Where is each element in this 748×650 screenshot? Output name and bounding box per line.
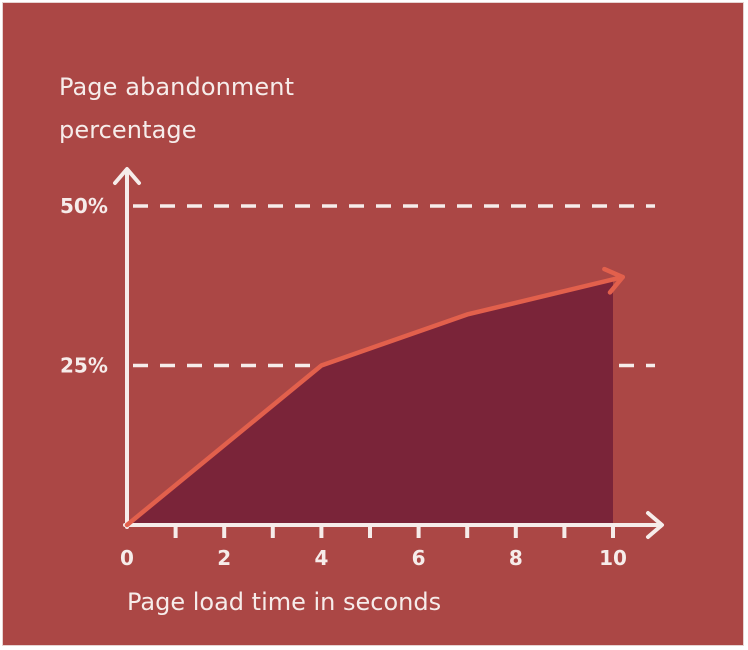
axis-layer <box>113 167 664 539</box>
tick-layer: 0 2 4 6 8 10 25% 50% <box>60 194 627 570</box>
x-tick-label-4: 4 <box>314 546 328 570</box>
series-arrowhead <box>602 266 625 295</box>
chart-svg: 0 2 4 6 8 10 25% 50% <box>3 3 743 645</box>
y-axis-label-line-2: percentage <box>59 116 197 144</box>
x-tick-label-6: 6 <box>412 546 426 570</box>
x-tick-label-10: 10 <box>599 546 627 570</box>
x-tick-label-8: 8 <box>509 546 523 570</box>
y-axis-label-line-1: Page abandonment <box>59 73 295 101</box>
y-axis-arrowhead <box>113 167 141 185</box>
x-axis-arrowhead <box>646 511 664 539</box>
x-tick-label-0: 0 <box>120 546 134 570</box>
series-line <box>124 274 625 528</box>
x-tick-label-2: 2 <box>217 546 231 570</box>
area-fill <box>127 279 613 525</box>
y-tick-label-50: 50% <box>60 194 108 218</box>
line-layer <box>124 266 625 528</box>
y-tick-label-25: 25% <box>60 354 108 378</box>
x-axis-label: Page load time in seconds <box>127 588 442 616</box>
area-layer <box>127 279 613 525</box>
